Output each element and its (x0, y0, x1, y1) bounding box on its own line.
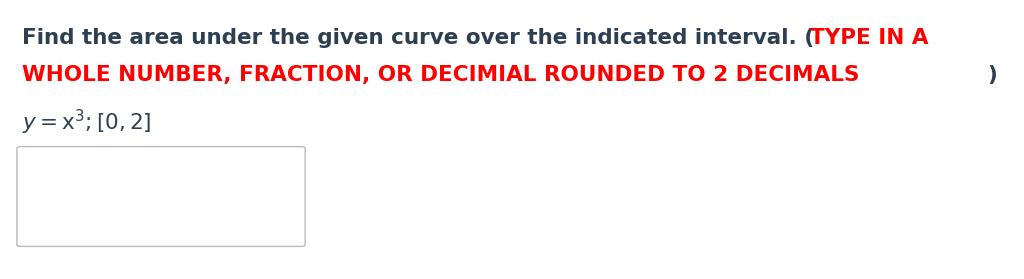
Text: Find the area under the given curve over the indicated interval. (: Find the area under the given curve over… (22, 28, 814, 48)
Text: $\mathit{y}\mathregular{= x}^{\mathregular{3}}\mathregular{;[0,2]}$: $\mathit{y}\mathregular{= x}^{\mathregul… (22, 108, 152, 137)
Text: TYPE IN A: TYPE IN A (810, 28, 929, 48)
FancyBboxPatch shape (16, 146, 305, 246)
Text: ): ) (987, 65, 997, 85)
Text: WHOLE NUMBER, FRACTION, OR DECIMIAL ROUNDED TO 2 DECIMALS: WHOLE NUMBER, FRACTION, OR DECIMIAL ROUN… (22, 65, 859, 85)
